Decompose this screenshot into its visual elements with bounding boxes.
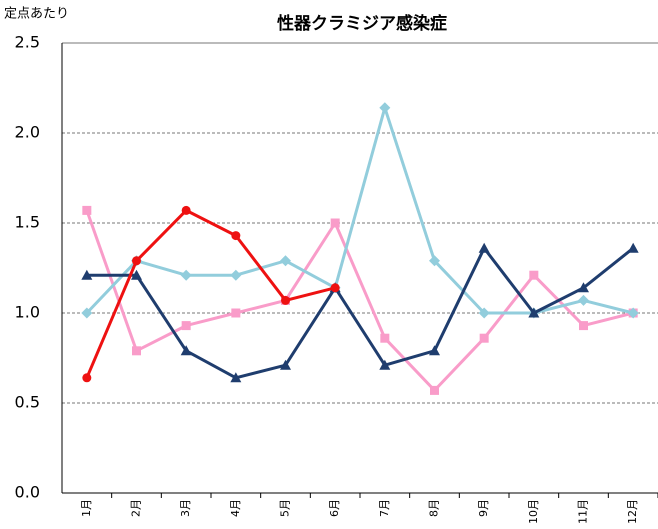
marker	[180, 269, 192, 281]
marker	[180, 345, 192, 356]
y-tick-label: 1.0	[15, 303, 40, 322]
y-tick-label: 2.5	[15, 33, 40, 52]
marker	[230, 372, 242, 383]
series-line	[85, 106, 634, 315]
y-tick-label: 0.0	[15, 483, 40, 502]
series-line	[86, 246, 635, 380]
marker	[181, 321, 191, 331]
marker	[379, 102, 391, 114]
y-tick-label: 1.5	[15, 213, 40, 232]
marker	[429, 345, 440, 356]
marker	[430, 385, 439, 395]
marker	[579, 321, 588, 331]
y-tick-label: 0.5	[15, 393, 40, 412]
marker	[181, 205, 191, 215]
x-tick-label: 6月	[328, 499, 341, 517]
x-tick-label: 2月	[130, 499, 143, 517]
marker	[231, 308, 241, 318]
y-axis-label: 定点あたり	[4, 7, 69, 22]
marker	[132, 256, 141, 266]
y-tick-label: 2.0	[15, 123, 40, 142]
marker	[230, 269, 242, 281]
marker	[281, 295, 290, 305]
marker	[81, 307, 93, 319]
marker	[578, 282, 589, 293]
marker	[529, 270, 539, 280]
marker	[82, 373, 92, 383]
x-tick-label: 7月	[378, 499, 391, 517]
marker	[627, 307, 639, 319]
marker	[82, 205, 92, 215]
series-line	[85, 209, 634, 392]
marker	[429, 255, 440, 267]
marker	[330, 218, 340, 228]
series-line	[85, 208, 336, 379]
marker	[379, 359, 391, 370]
marker	[578, 294, 589, 306]
marker	[479, 333, 489, 343]
x-tick-label: 1月	[80, 499, 93, 517]
marker	[478, 307, 490, 319]
marker	[81, 269, 93, 280]
x-tick-label: 3月	[179, 499, 192, 517]
x-tick-label: 5月	[279, 499, 292, 517]
marker	[380, 333, 390, 343]
marker	[280, 359, 291, 370]
x-tick-label: 4月	[229, 499, 242, 517]
marker	[478, 242, 490, 253]
marker	[280, 255, 291, 267]
x-tick-label: 8月	[428, 499, 441, 517]
x-tick-label: 10月	[527, 499, 540, 524]
marker	[132, 346, 141, 356]
x-tick-label: 11月	[577, 499, 590, 524]
marker	[231, 231, 241, 241]
marker	[627, 242, 639, 253]
x-tick-label: 9月	[477, 499, 490, 517]
x-tick-label: 12月	[626, 499, 639, 524]
marker	[528, 307, 540, 318]
marker	[131, 269, 142, 280]
marker	[330, 283, 340, 293]
chart-title: 性器クラミジア感染症	[277, 13, 447, 34]
